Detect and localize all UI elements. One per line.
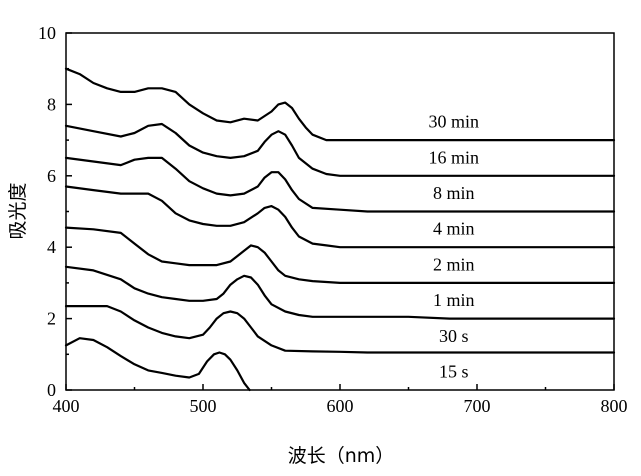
y-tick-label: 6: [47, 166, 56, 186]
x-tick-label: 400: [53, 396, 80, 416]
y-tick-label: 0: [47, 380, 56, 400]
y-tick-label: 8: [47, 94, 56, 114]
series-label: 1 min: [433, 290, 475, 310]
series-label: 8 min: [433, 183, 475, 203]
series-label: 30 s: [439, 326, 469, 346]
series-line-30-min: [64, 67, 616, 142]
series-label: 2 min: [433, 254, 475, 274]
series-line-16-min: [64, 122, 616, 177]
x-tick-label: 600: [327, 396, 354, 416]
series-label: 4 min: [433, 219, 475, 239]
series-line-30-s: [64, 305, 616, 354]
y-tick-label: 10: [38, 23, 56, 43]
y-tick-label: 2: [47, 309, 56, 329]
series-label: 16 min: [428, 147, 479, 167]
series-line-8-min: [64, 156, 616, 213]
series-line-15-s: [64, 337, 251, 392]
series-line-2-min: [64, 226, 616, 284]
series-label: 30 min: [428, 112, 479, 132]
x-tick-label: 800: [601, 396, 628, 416]
x-axis-label: 波长（nm）: [288, 445, 395, 467]
x-tick-label: 700: [464, 396, 491, 416]
y-tick-label: 4: [47, 237, 56, 257]
axes: 400 500 600 700 800 0 2 4 6 8 10: [38, 23, 628, 416]
series-group: [64, 67, 616, 392]
series-label: 15 s: [439, 362, 469, 382]
series-labels: 30 min 16 min 8 min 4 min 2 min 1 min 30 s 15 s: [428, 112, 479, 382]
x-tick-label: 500: [190, 396, 217, 416]
y-axis-label: 吸光度: [7, 182, 29, 239]
series-line-4-min: [64, 185, 616, 249]
series-line-1-min: [64, 265, 616, 320]
